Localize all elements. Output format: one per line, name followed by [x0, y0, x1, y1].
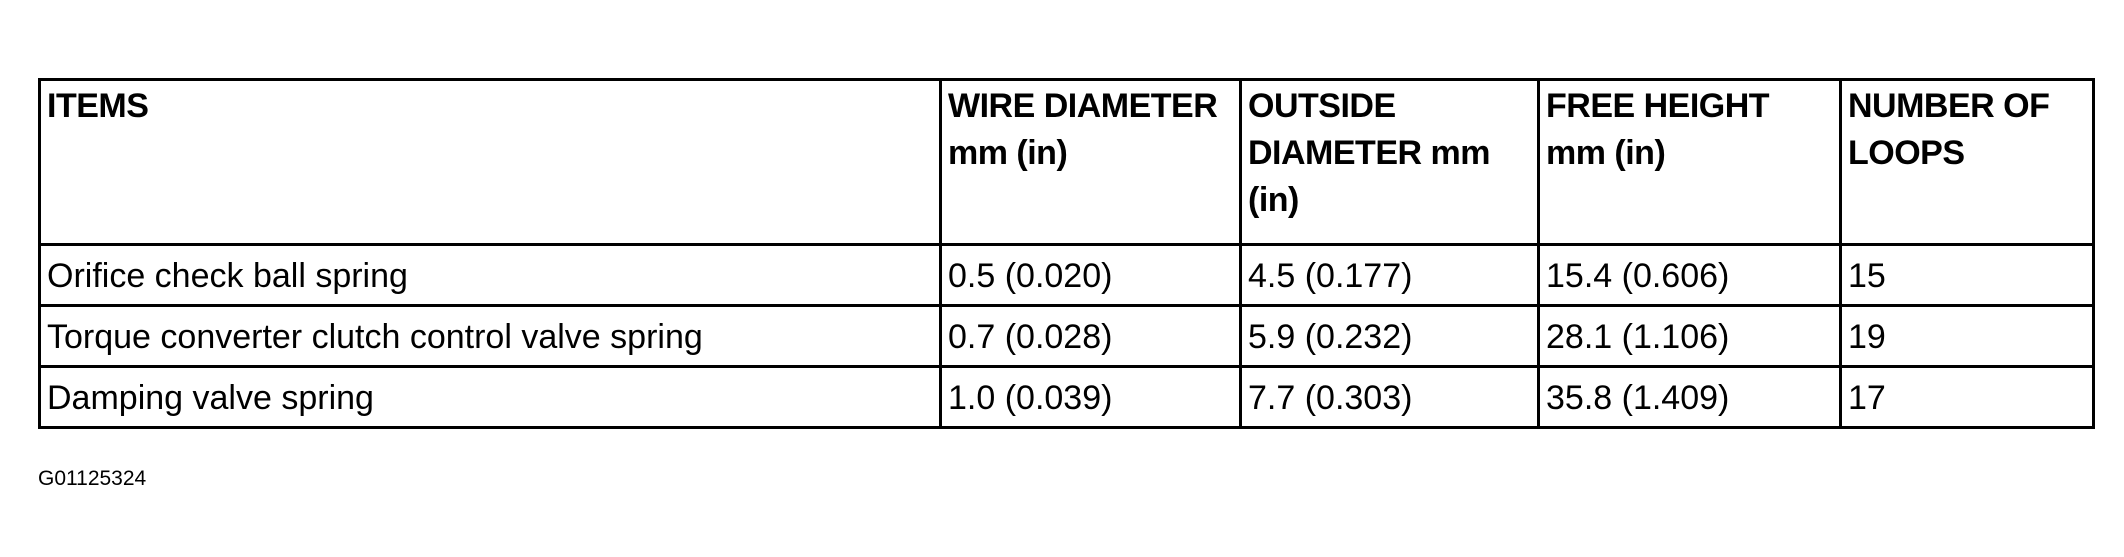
figure-id: G01125324: [38, 467, 147, 490]
spring-specifications-table: ITEMS WIRE DIAMETER mm (in) OUTSIDE DIAM…: [38, 78, 2095, 429]
cell-outside-diameter: 4.5 (0.177): [1239, 243, 1540, 307]
table-row: Damping valve spring 1.0 (0.039) 7.7 (0.…: [38, 365, 2095, 429]
header-items: ITEMS: [38, 78, 942, 246]
cell-free-height: 15.4 (0.606): [1537, 243, 1842, 307]
cell-loops: 15: [1839, 243, 2095, 307]
cell-item: Damping valve spring: [38, 365, 942, 429]
header-wire-diameter: WIRE DIAMETER mm (in): [939, 78, 1242, 246]
cell-wire-diameter: 1.0 (0.039): [939, 365, 1242, 429]
table-row: Orifice check ball spring 0.5 (0.020) 4.…: [38, 243, 2095, 307]
cell-outside-diameter: 5.9 (0.232): [1239, 304, 1540, 368]
cell-free-height: 35.8 (1.409): [1537, 365, 1842, 429]
cell-loops: 19: [1839, 304, 2095, 368]
cell-item: Torque converter clutch control valve sp…: [38, 304, 942, 368]
cell-loops: 17: [1839, 365, 2095, 429]
header-row: ITEMS WIRE DIAMETER mm (in) OUTSIDE DIAM…: [38, 78, 2095, 246]
header-free-height: FREE HEIGHT mm (in): [1537, 78, 1842, 246]
header-number-of-loops: NUMBER OF LOOPS: [1839, 78, 2095, 246]
cell-outside-diameter: 7.7 (0.303): [1239, 365, 1540, 429]
cell-wire-diameter: 0.7 (0.028): [939, 304, 1242, 368]
cell-free-height: 28.1 (1.106): [1537, 304, 1842, 368]
table-row: Torque converter clutch control valve sp…: [38, 304, 2095, 368]
header-outside-diameter: OUTSIDE DIAMETER mm (in): [1239, 78, 1540, 246]
cell-item: Orifice check ball spring: [38, 243, 942, 307]
cell-wire-diameter: 0.5 (0.020): [939, 243, 1242, 307]
